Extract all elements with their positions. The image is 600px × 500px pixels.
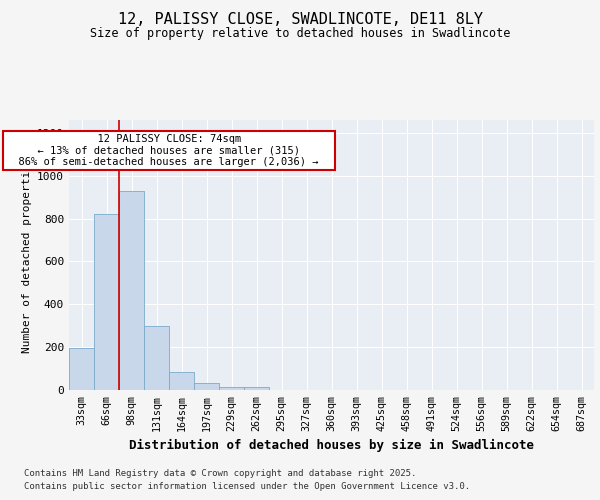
X-axis label: Distribution of detached houses by size in Swadlincote: Distribution of detached houses by size … — [129, 439, 534, 452]
Bar — [169, 372, 194, 390]
Text: 12, PALISSY CLOSE, SWADLINCOTE, DE11 8LY: 12, PALISSY CLOSE, SWADLINCOTE, DE11 8LY — [118, 12, 482, 28]
Bar — [144, 326, 169, 390]
Bar — [194, 382, 219, 390]
Bar — [119, 190, 144, 390]
Text: Contains HM Land Registry data © Crown copyright and database right 2025.: Contains HM Land Registry data © Crown c… — [24, 468, 416, 477]
Text: Size of property relative to detached houses in Swadlincote: Size of property relative to detached ho… — [90, 28, 510, 40]
Y-axis label: Number of detached properties: Number of detached properties — [22, 157, 32, 353]
Bar — [69, 348, 94, 390]
Bar — [244, 387, 269, 390]
Text: 12 PALISSY CLOSE: 74sqm  
  ← 13% of detached houses are smaller (315)  
  86% o: 12 PALISSY CLOSE: 74sqm ← 13% of detache… — [7, 134, 331, 167]
Bar — [219, 387, 244, 390]
Bar — [94, 214, 119, 390]
Text: Contains public sector information licensed under the Open Government Licence v3: Contains public sector information licen… — [24, 482, 470, 491]
